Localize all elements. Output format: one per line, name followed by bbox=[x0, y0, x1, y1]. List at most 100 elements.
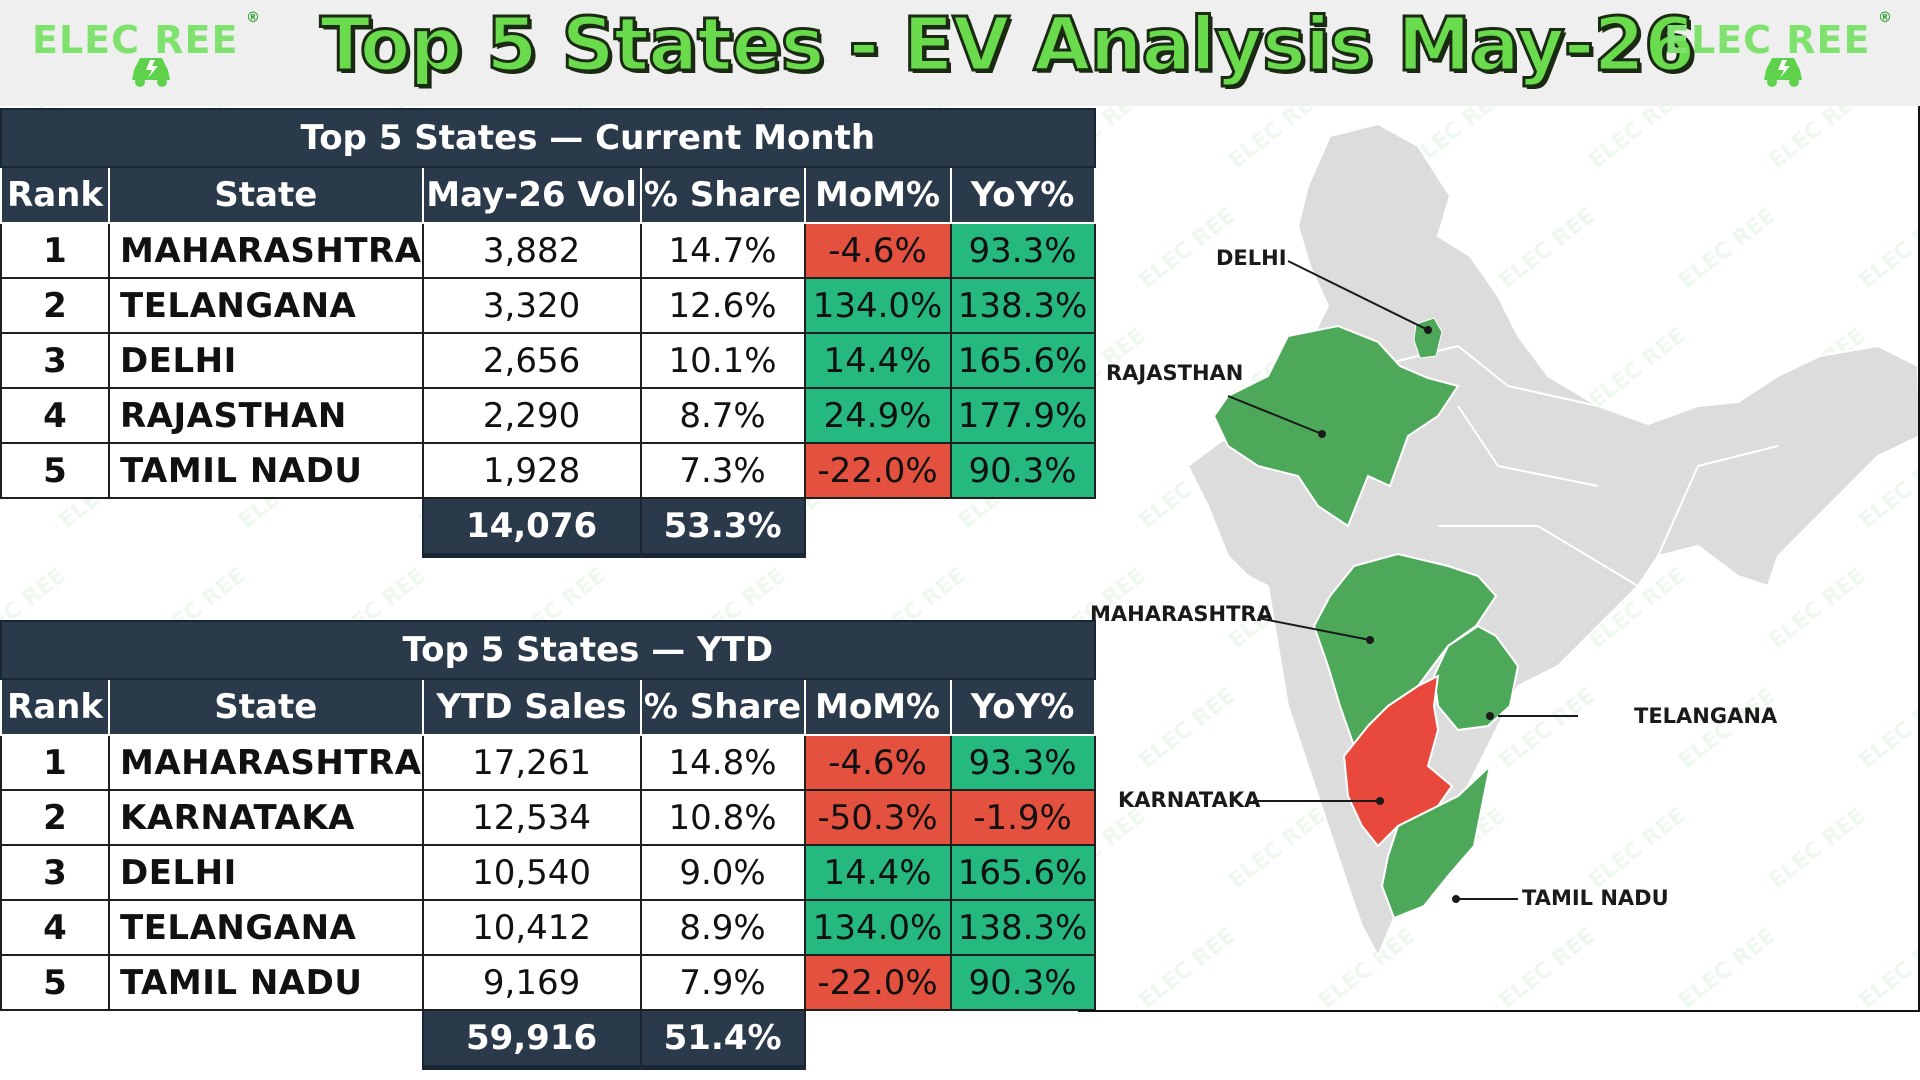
column-header: YoY% bbox=[949, 679, 1096, 736]
label-telangana: TELANGANA bbox=[1634, 704, 1778, 728]
column-header: Rank bbox=[0, 679, 110, 736]
ev-car-icon bbox=[132, 58, 170, 87]
column-header: State bbox=[108, 679, 424, 736]
yoy-cell: -1.9% bbox=[949, 789, 1096, 846]
label-delhi: DELHI bbox=[1216, 246, 1287, 270]
total-row: 14,076 53.3% bbox=[1, 497, 1095, 558]
table-row: 1 MAHARASHTRA 17,261 14.8% -4.6% 93.3% bbox=[0, 734, 1096, 791]
map-frame-bottom bbox=[1078, 1010, 1920, 1012]
page-title: Top 5 States - EV Analysis May-26 bbox=[319, 1, 1697, 90]
india-outline bbox=[1186, 122, 1920, 959]
column-header: Rank bbox=[0, 167, 110, 224]
volume-cell: 12,534 bbox=[421, 789, 642, 846]
column-header: State bbox=[108, 167, 424, 224]
mom-cell: -4.6% bbox=[803, 734, 952, 791]
label-rajasthan: RAJASTHAN bbox=[1106, 361, 1244, 385]
state-cell: TAMIL NADU bbox=[108, 954, 424, 1011]
current-month-table: Top 5 States — Current Month Rank State … bbox=[0, 108, 1096, 558]
brand-logo-right: ELEC REE ® bbox=[1664, 8, 1894, 94]
ev-car-icon bbox=[1764, 58, 1802, 87]
label-tamil-nadu: TAMIL NADU bbox=[1522, 886, 1669, 910]
yoy-cell: 93.3% bbox=[949, 734, 1096, 791]
state-cell: MAHARASHTRA bbox=[108, 734, 424, 791]
mom-cell: -22.0% bbox=[803, 442, 952, 499]
volume-cell: 3,882 bbox=[421, 222, 642, 279]
rank-cell: 4 bbox=[0, 387, 110, 444]
mom-cell: 134.0% bbox=[803, 277, 952, 334]
yoy-cell: 165.6% bbox=[949, 844, 1096, 901]
total-row: 59,916 51.4% bbox=[1, 1009, 1095, 1070]
column-header: MoM% bbox=[803, 679, 952, 736]
rank-cell: 1 bbox=[0, 222, 110, 279]
column-header: YTD Sales bbox=[421, 679, 642, 736]
volume-cell: 2,656 bbox=[421, 332, 642, 389]
rank-cell: 5 bbox=[0, 954, 110, 1011]
table-row: 2 TELANGANA 3,320 12.6% 134.0% 138.3% bbox=[0, 277, 1096, 334]
rank-cell: 2 bbox=[0, 277, 110, 334]
label-maharashtra: MAHARASHTRA bbox=[1090, 602, 1273, 626]
rank-cell: 3 bbox=[0, 844, 110, 901]
share-cell: 14.7% bbox=[639, 222, 806, 279]
share-cell: 9.0% bbox=[639, 844, 806, 901]
share-cell: 14.8% bbox=[639, 734, 806, 791]
table-row: 1 MAHARASHTRA 3,882 14.7% -4.6% 93.3% bbox=[0, 222, 1096, 279]
share-cell: 8.7% bbox=[639, 387, 806, 444]
yoy-cell: 138.3% bbox=[949, 277, 1096, 334]
rajasthan-region bbox=[1212, 324, 1460, 528]
table-row: 5 TAMIL NADU 1,928 7.3% -22.0% 90.3% bbox=[0, 442, 1096, 499]
yoy-cell: 93.3% bbox=[949, 222, 1096, 279]
yoy-cell: 177.9% bbox=[949, 387, 1096, 444]
volume-cell: 9,169 bbox=[421, 954, 642, 1011]
rank-cell: 1 bbox=[0, 734, 110, 791]
total-share: 51.4% bbox=[639, 1009, 806, 1070]
yoy-cell: 90.3% bbox=[949, 954, 1096, 1011]
volume-cell: 2,290 bbox=[421, 387, 642, 444]
india-map-svg bbox=[1186, 122, 1920, 959]
india-map: DELHI RAJASTHAN MAHARASHTRA TELANGANA KA… bbox=[1078, 106, 1920, 1012]
rank-cell: 3 bbox=[0, 332, 110, 389]
tamil-nadu-region bbox=[1380, 763, 1492, 920]
yoy-cell: 165.6% bbox=[949, 332, 1096, 389]
state-cell: TAMIL NADU bbox=[108, 442, 424, 499]
karnataka-region bbox=[1342, 674, 1454, 848]
ytd-table: Top 5 States — YTD Rank State YTD Sales … bbox=[0, 620, 1096, 1070]
column-header: % Share bbox=[639, 167, 806, 224]
table-row: 3 DELHI 10,540 9.0% 14.4% 165.6% bbox=[0, 844, 1096, 901]
table-row: 3 DELHI 2,656 10.1% 14.4% 165.6% bbox=[0, 332, 1096, 389]
mom-cell: 134.0% bbox=[803, 899, 952, 956]
share-cell: 7.3% bbox=[639, 442, 806, 499]
column-header: % Share bbox=[639, 679, 806, 736]
share-cell: 7.9% bbox=[639, 954, 806, 1011]
rank-cell: 4 bbox=[0, 899, 110, 956]
share-cell: 10.8% bbox=[639, 789, 806, 846]
mom-cell: -4.6% bbox=[803, 222, 952, 279]
header-bar: ELEC REE ® Top 5 States - EV Analysis Ma… bbox=[0, 0, 1920, 106]
state-cell: DELHI bbox=[108, 332, 424, 389]
mom-cell: -22.0% bbox=[803, 954, 952, 1011]
rank-cell: 5 bbox=[0, 442, 110, 499]
yoy-cell: 138.3% bbox=[949, 899, 1096, 956]
mom-cell: 14.4% bbox=[803, 844, 952, 901]
map-frame-right bbox=[1918, 106, 1920, 1012]
logo-text: ELEC REE bbox=[32, 18, 239, 62]
yoy-cell: 90.3% bbox=[949, 442, 1096, 499]
total-share: 53.3% bbox=[639, 497, 806, 558]
registered-mark: ® bbox=[1878, 10, 1892, 26]
mom-cell: -50.3% bbox=[803, 789, 952, 846]
total-volume: 59,916 bbox=[421, 1009, 642, 1070]
state-cell: RAJASTHAN bbox=[108, 387, 424, 444]
rank-cell: 2 bbox=[0, 789, 110, 846]
column-header: MoM% bbox=[803, 167, 952, 224]
mom-cell: 14.4% bbox=[803, 332, 952, 389]
table-title: Top 5 States — Current Month bbox=[0, 108, 1096, 168]
state-cell: MAHARASHTRA bbox=[108, 222, 424, 279]
volume-cell: 3,320 bbox=[421, 277, 642, 334]
volume-cell: 17,261 bbox=[421, 734, 642, 791]
delhi-region bbox=[1413, 317, 1443, 359]
volume-cell: 1,928 bbox=[421, 442, 642, 499]
share-cell: 12.6% bbox=[639, 277, 806, 334]
registered-mark: ® bbox=[246, 10, 260, 26]
logo-text: ELEC REE bbox=[1664, 18, 1871, 62]
table-row: 5 TAMIL NADU 9,169 7.9% -22.0% 90.3% bbox=[0, 954, 1096, 1011]
table-row: 4 TELANGANA 10,412 8.9% 134.0% 138.3% bbox=[0, 899, 1096, 956]
